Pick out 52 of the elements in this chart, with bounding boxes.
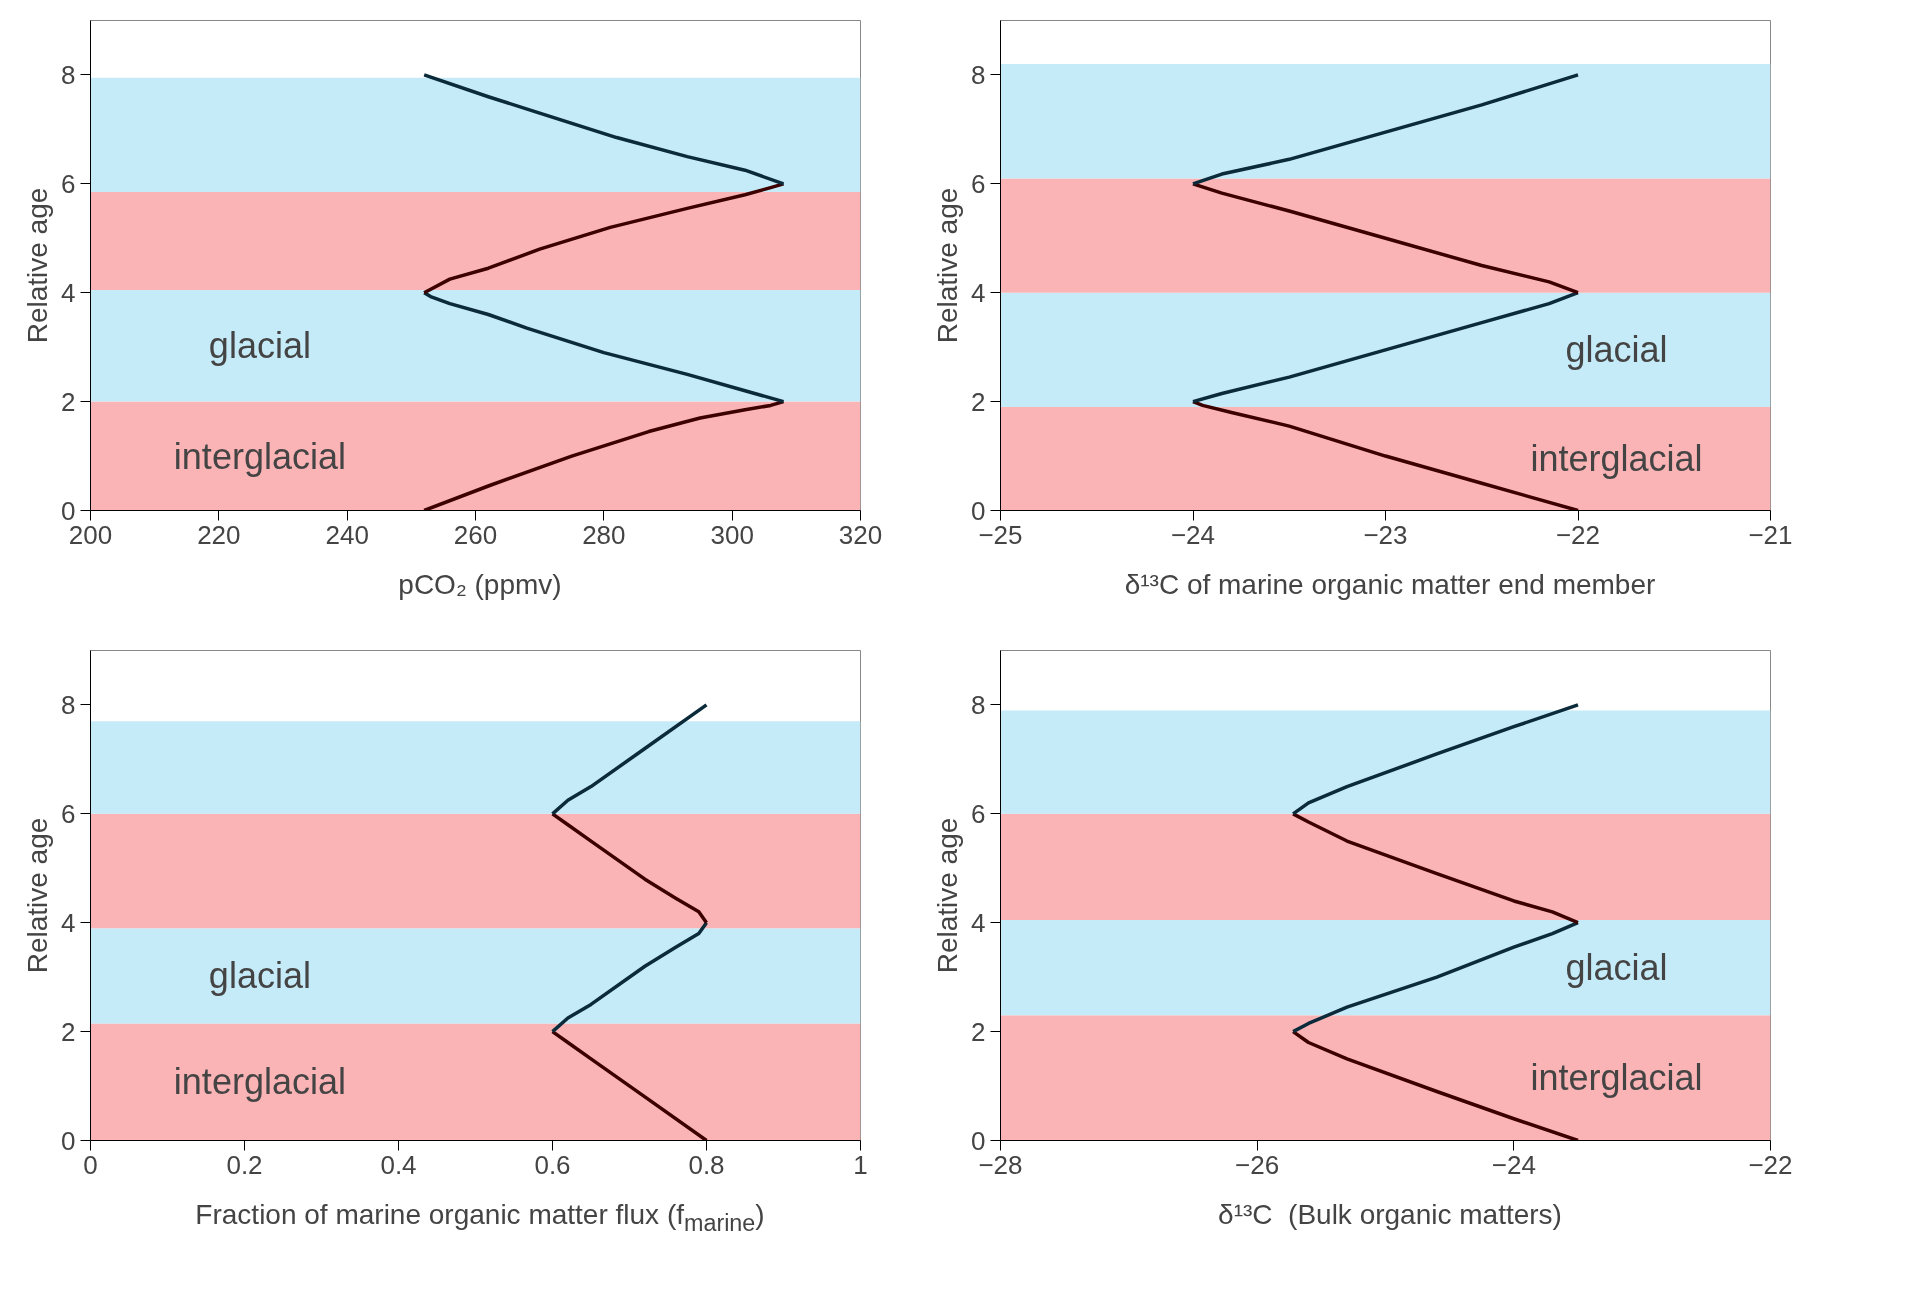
x-tick-label: 0.8 bbox=[688, 1149, 725, 1180]
y-tick-label: 4 bbox=[971, 907, 986, 938]
x-axis-title: δ¹³C (Bulk organic matters) bbox=[1218, 1198, 1562, 1232]
y-tick-label: 2 bbox=[61, 386, 76, 417]
band-label: interglacial bbox=[173, 435, 346, 477]
x-axis-title: pCO₂ (ppmv) bbox=[398, 568, 562, 602]
y-tick-label: 0 bbox=[61, 1125, 76, 1156]
x-tick-label: −21 bbox=[1748, 519, 1793, 550]
band-label: glacial bbox=[208, 325, 311, 367]
y-tick-label: 6 bbox=[971, 798, 986, 829]
y-tick-label: 6 bbox=[61, 798, 76, 829]
y-tick-label: 4 bbox=[971, 277, 986, 308]
y-tick-label: 8 bbox=[971, 689, 986, 720]
y-tick-label: 8 bbox=[971, 59, 986, 90]
y-tick-label: 8 bbox=[61, 689, 76, 720]
x-tick-label: −23 bbox=[1363, 519, 1408, 550]
x-tick-label: −22 bbox=[1748, 1149, 1793, 1180]
y-axis-title: Relative age bbox=[22, 817, 54, 974]
band-label: interglacial bbox=[1530, 1057, 1703, 1099]
x-tick-label: 320 bbox=[838, 519, 883, 550]
y-axis-title: Relative age bbox=[932, 817, 964, 974]
y-tick-label: 6 bbox=[971, 168, 986, 199]
y-axis-title: Relative age bbox=[22, 187, 54, 344]
x-tick-label: 280 bbox=[582, 519, 626, 550]
x-tick-label: −24 bbox=[1170, 519, 1216, 550]
x-tick-label: 1 bbox=[853, 1149, 868, 1180]
y-tick-label: 8 bbox=[61, 59, 76, 90]
y-tick-label: 4 bbox=[61, 907, 76, 938]
x-tick-label: 0.2 bbox=[226, 1149, 263, 1180]
y-tick-label: 2 bbox=[61, 1016, 76, 1047]
x-axis-title: δ¹³C of marine organic matter end member bbox=[1124, 568, 1656, 602]
band-label: glacial bbox=[208, 955, 311, 997]
x-tick-label: 0.6 bbox=[534, 1149, 571, 1180]
x-tick-label: 300 bbox=[710, 519, 754, 550]
y-tick-label: 6 bbox=[61, 168, 76, 199]
x-axis-title: Fraction of marine organic matter flux (f$_{marine}$) bbox=[195, 1198, 765, 1238]
x-tick-label: −24 bbox=[1491, 1149, 1536, 1180]
band-label: glacial bbox=[1565, 947, 1668, 989]
band-label: glacial bbox=[1565, 329, 1668, 371]
x-tick-label: 0 bbox=[83, 1149, 98, 1180]
x-tick-label: 220 bbox=[197, 519, 241, 550]
x-tick-label: −22 bbox=[1555, 519, 1601, 550]
band-label: interglacial bbox=[1530, 438, 1703, 480]
y-tick-label: 2 bbox=[971, 386, 986, 417]
y-tick-label: 4 bbox=[61, 277, 76, 308]
x-tick-label: 260 bbox=[453, 519, 498, 550]
x-tick-label: −26 bbox=[1235, 1149, 1280, 1180]
x-tick-label: 240 bbox=[325, 519, 369, 550]
band-label: interglacial bbox=[173, 1061, 346, 1103]
x-tick-label: 0.4 bbox=[380, 1149, 417, 1180]
y-tick-label: 2 bbox=[971, 1016, 986, 1047]
y-axis-title: Relative age bbox=[932, 187, 964, 344]
